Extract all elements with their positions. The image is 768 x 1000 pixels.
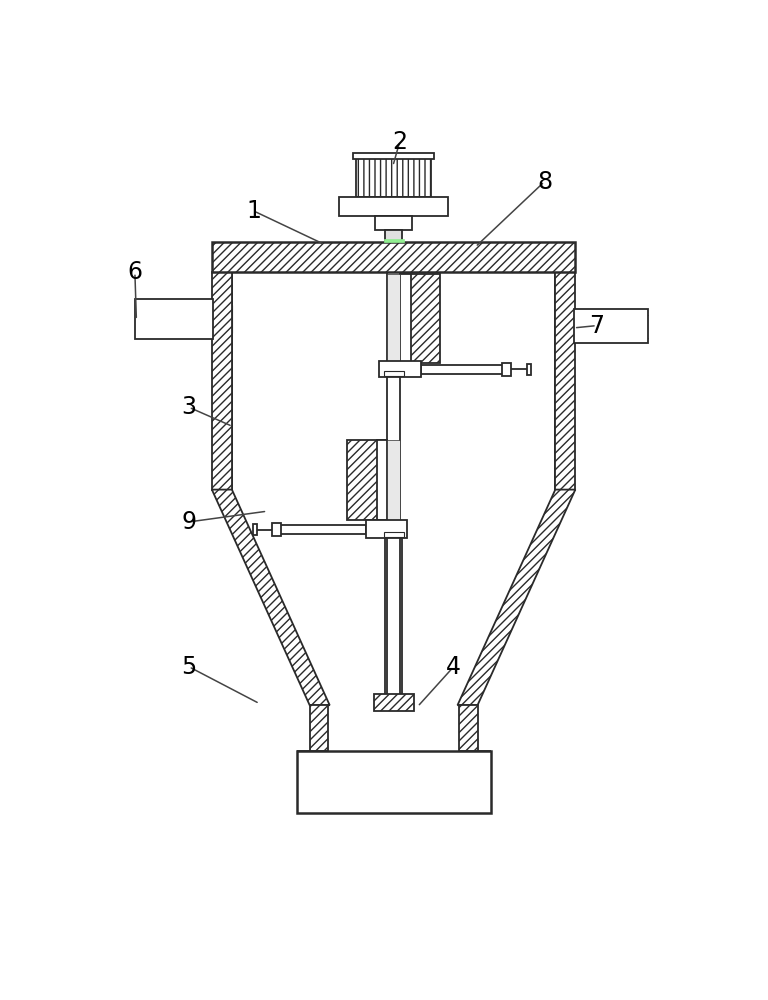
Bar	[502, 363, 511, 376]
Bar	[296, 751, 491, 813]
Bar	[347, 440, 387, 520]
Bar	[387, 440, 400, 520]
Text: 4: 4	[446, 655, 461, 679]
Bar	[383, 532, 404, 537]
Text: 5: 5	[181, 655, 197, 679]
Bar	[310, 705, 328, 751]
Bar	[373, 694, 414, 711]
Bar	[366, 520, 408, 538]
Bar	[459, 705, 478, 751]
Polygon shape	[212, 490, 329, 705]
Bar	[400, 274, 440, 363]
Bar	[387, 274, 400, 363]
Bar	[135, 299, 214, 339]
Bar	[272, 523, 281, 536]
Polygon shape	[458, 490, 575, 705]
Text: 9: 9	[181, 510, 197, 534]
Bar	[353, 153, 434, 159]
Bar	[385, 230, 402, 242]
Bar	[339, 197, 449, 216]
Bar	[376, 440, 387, 520]
Bar	[422, 365, 510, 374]
Bar	[555, 272, 575, 490]
Bar	[383, 239, 404, 242]
Bar	[383, 371, 404, 376]
Bar	[527, 364, 531, 375]
Bar	[356, 155, 431, 197]
Bar	[400, 274, 411, 363]
Bar	[212, 242, 575, 272]
Text: 2: 2	[392, 130, 407, 154]
Bar	[375, 216, 412, 230]
Text: 8: 8	[537, 170, 552, 194]
Text: 6: 6	[127, 260, 142, 284]
Text: 3: 3	[181, 395, 197, 419]
Bar	[253, 524, 257, 535]
Bar	[212, 272, 232, 490]
Bar	[574, 309, 648, 343]
Text: 7: 7	[589, 314, 604, 338]
Bar	[273, 525, 366, 534]
Bar	[379, 361, 422, 377]
Text: 1: 1	[246, 199, 261, 223]
